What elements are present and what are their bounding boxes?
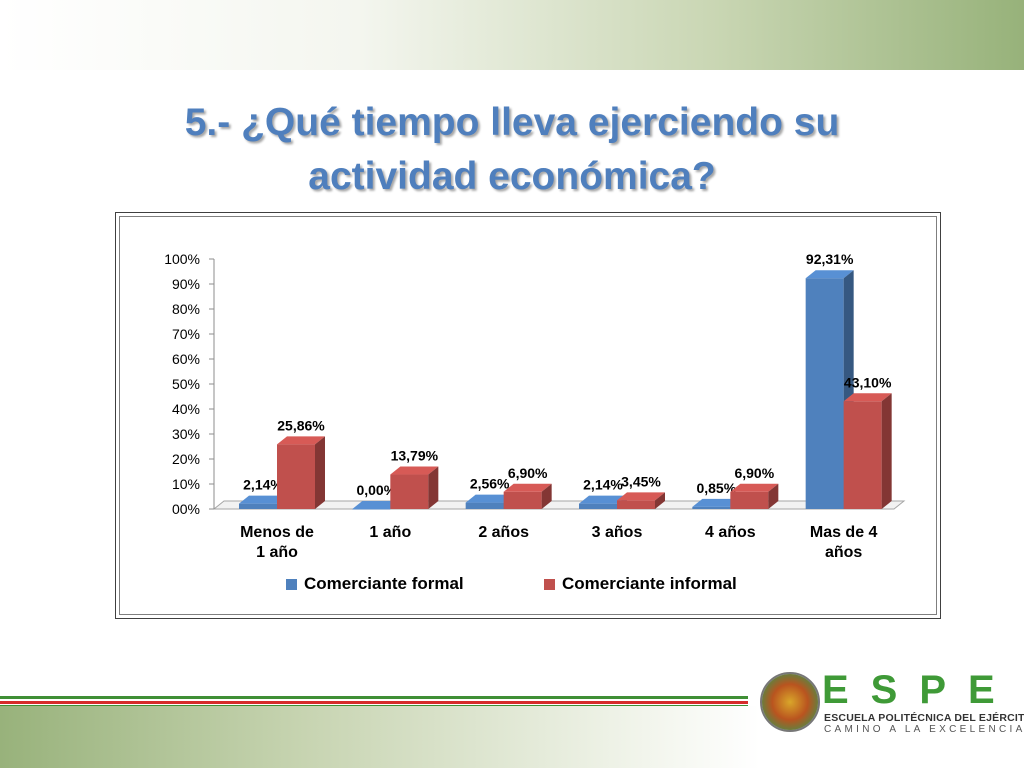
bar-top-face xyxy=(617,492,665,501)
bar-top-face xyxy=(843,393,892,402)
bar-informal-1 xyxy=(390,474,429,509)
bar-value-label: 2,14% xyxy=(583,477,623,493)
bar-top-face xyxy=(730,483,779,492)
bar-value-label: 2,14% xyxy=(243,477,283,493)
espe-logo: ESPE ESCUELA POLITÉCNICA DEL EJÉRCITO CA… xyxy=(754,668,1024,740)
bar-formal-5 xyxy=(805,278,844,509)
bar-top-face xyxy=(579,495,627,504)
x-category-label: Mas de 4 xyxy=(810,524,878,541)
espe-logo-subtitle: ESCUELA POLITÉCNICA DEL EJÉRCITO xyxy=(824,712,1024,724)
bar-top-face xyxy=(465,494,514,503)
y-tick-label: 40% xyxy=(172,401,200,417)
x-category-label: años xyxy=(825,544,862,561)
bar-top-face xyxy=(390,466,439,475)
top-decorative-band xyxy=(0,0,1024,70)
bar-value-label: 2,56% xyxy=(470,476,510,492)
y-tick-label: 90% xyxy=(172,276,200,292)
bar-value-label: 0,85% xyxy=(696,480,736,496)
y-tick-label: 00% xyxy=(172,501,200,517)
x-category-label: 1 año xyxy=(369,524,411,541)
bar-formal-1 xyxy=(352,509,391,510)
bar-value-label: 6,90% xyxy=(734,465,774,481)
bar-formal-0 xyxy=(239,503,277,509)
bar-chart: 00% 10% 20% 30% 40% 50% 60% 70% 80% 90% 100% 2,14% 2… xyxy=(164,251,906,593)
espe-logo-letters: ESPE xyxy=(822,668,1017,712)
bar-top-face xyxy=(277,436,325,445)
bar-value-label: 13,79% xyxy=(391,448,439,464)
y-tick-label: 80% xyxy=(172,301,200,317)
bar-side-face xyxy=(428,466,439,509)
bar-side-face xyxy=(881,393,892,509)
bar-value-label: 6,90% xyxy=(508,465,548,481)
bar-top-face xyxy=(239,495,287,504)
chart-frame: 00% 10% 20% 30% 40% 50% 60% 70% 80% 90% 100% 2,14% 2… xyxy=(115,212,941,619)
y-tick-label: 50% xyxy=(172,376,200,392)
bar-side-face xyxy=(541,483,552,509)
y-tick-label: 70% xyxy=(172,326,200,342)
x-category-label: 1 año xyxy=(256,544,298,561)
bar-value-label: 43,10% xyxy=(844,374,892,390)
bar-top-face xyxy=(692,498,741,507)
bar-informal-2 xyxy=(503,491,542,509)
y-tick-label: 10% xyxy=(172,476,200,492)
bar-top-face xyxy=(503,483,552,492)
chart-inner-border xyxy=(119,216,937,615)
bar-informal-5 xyxy=(843,401,882,509)
espe-seal-icon xyxy=(760,672,820,732)
y-tick-label: 60% xyxy=(172,351,200,367)
bar-informal-3 xyxy=(617,500,655,509)
x-category-label: Menos de xyxy=(240,524,314,541)
bar-side-face xyxy=(655,492,665,509)
bar-formal-3 xyxy=(579,503,617,509)
legend-swatch-formal xyxy=(286,579,297,590)
bar-top-face xyxy=(805,270,854,279)
bar-value-label: 0,00% xyxy=(356,482,396,498)
bar-value-label: 92,31% xyxy=(806,251,854,267)
bar-formal-2 xyxy=(465,502,504,509)
bottom-decorative-band xyxy=(0,706,760,768)
bar-side-face xyxy=(315,436,325,509)
slide-title-line-2: actividad económica? xyxy=(308,155,716,198)
x-category-label: 4 años xyxy=(705,524,756,541)
legend-label-formal: Comerciante formal xyxy=(304,574,464,593)
x-category-label: 2 años xyxy=(478,524,529,541)
legend-label-informal: Comerciante informal xyxy=(562,574,737,593)
bar-top-face xyxy=(352,501,401,509)
espe-logo-tagline: CAMINO A LA EXCELENCIA xyxy=(824,724,1024,735)
slide-title: 5.- ¿Qué tiempo lleva ejerciendo su acti… xyxy=(90,96,934,204)
bar-side-face xyxy=(768,483,779,509)
bar-informal-4 xyxy=(730,491,769,509)
legend-swatch-informal xyxy=(544,579,555,590)
bar-value-label: 3,45% xyxy=(621,473,661,489)
y-tick-label: 100% xyxy=(164,251,200,267)
x-category-label: 3 años xyxy=(592,524,643,541)
bar-formal-4 xyxy=(692,506,731,509)
bar-informal-0 xyxy=(277,444,315,509)
slide-title-line-1: 5.- ¿Qué tiempo lleva ejerciendo su xyxy=(184,101,840,144)
bar-value-label: 25,86% xyxy=(277,417,325,433)
y-tick-label: 20% xyxy=(172,451,200,467)
y-tick-label: 30% xyxy=(172,426,200,442)
